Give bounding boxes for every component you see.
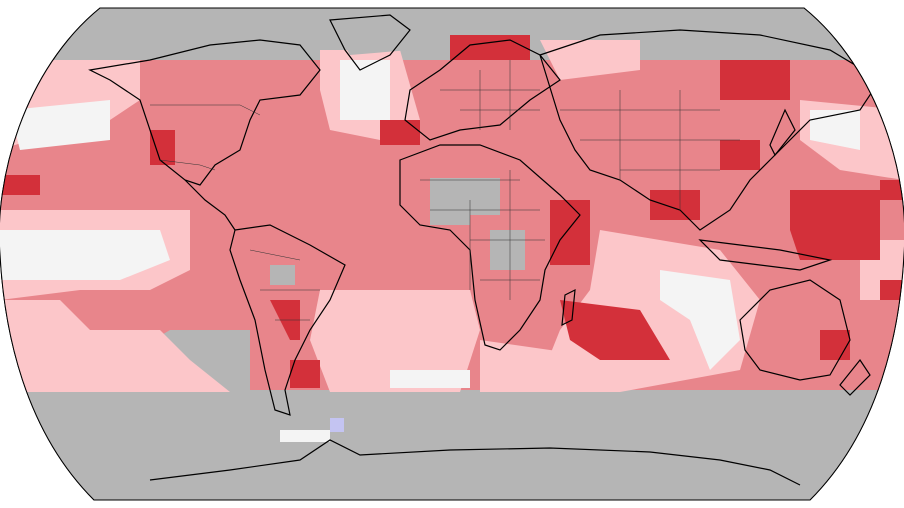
new-zealand-coast <box>839 358 871 396</box>
south-pacific-light <box>0 300 230 392</box>
southern-ocean-white <box>280 430 330 442</box>
east-pacific-south-red <box>880 280 904 300</box>
country-borders <box>150 60 740 321</box>
south-atlantic-white <box>390 370 470 388</box>
east-asia-red <box>720 140 760 170</box>
siberia-light <box>540 40 640 80</box>
amazon-no-data <box>270 265 295 285</box>
bay-of-bengal-red <box>650 190 700 220</box>
europe-coast <box>404 39 561 141</box>
north-atlantic-red <box>380 120 420 145</box>
us-mexico-border <box>159 159 216 171</box>
gulf-of-california-red <box>150 130 175 165</box>
greenland-no-data <box>330 20 410 55</box>
arabian-sea-red <box>550 200 590 265</box>
west-pacific-white <box>810 110 860 150</box>
arctic-no-data <box>0 8 904 38</box>
siberia-red <box>720 60 790 100</box>
asia-borders <box>560 90 740 210</box>
north-america-coast <box>88 39 321 186</box>
antarctic-no-data <box>0 392 904 500</box>
europe-borders <box>440 60 540 130</box>
us-canada-border <box>150 104 261 116</box>
north-atlantic-white <box>340 60 390 120</box>
japan-coast <box>769 108 796 157</box>
tasman-sea-red <box>820 330 850 360</box>
indonesia-coast <box>698 239 833 271</box>
north-pacific-white <box>10 100 110 150</box>
madagascar-red <box>560 300 670 360</box>
greenland-coast <box>329 14 411 71</box>
sahara-no-data <box>430 178 500 225</box>
africa-borders <box>420 170 545 300</box>
madagascar-coast <box>561 288 576 327</box>
indian-ocean-white <box>660 270 740 370</box>
southern-ocean-light <box>480 340 620 392</box>
west-pacific-north-red <box>880 180 904 200</box>
africa-coast <box>399 144 581 351</box>
central-africa-no-data <box>490 230 525 270</box>
asia-coast <box>539 29 881 231</box>
west-pacific-red <box>790 190 880 260</box>
southern-ocean-cool <box>330 418 344 432</box>
south-atlantic-light <box>310 290 480 392</box>
central-america-coast <box>184 179 236 231</box>
east-pacific-red <box>0 175 40 195</box>
australia-coast <box>739 279 851 381</box>
south-america-red <box>270 300 320 388</box>
coastlines <box>88 14 881 486</box>
equatorial-pacific-white <box>0 230 170 280</box>
south-america-coast <box>229 224 346 416</box>
antarctica-coast <box>149 439 801 486</box>
south-america-borders <box>249 249 320 321</box>
globe-border <box>0 7 904 501</box>
north-sea-red <box>450 35 530 60</box>
